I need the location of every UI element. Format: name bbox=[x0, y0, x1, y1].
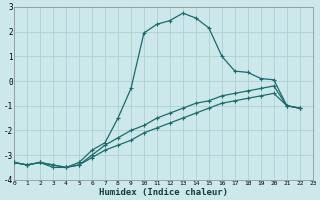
X-axis label: Humidex (Indice chaleur): Humidex (Indice chaleur) bbox=[99, 188, 228, 197]
